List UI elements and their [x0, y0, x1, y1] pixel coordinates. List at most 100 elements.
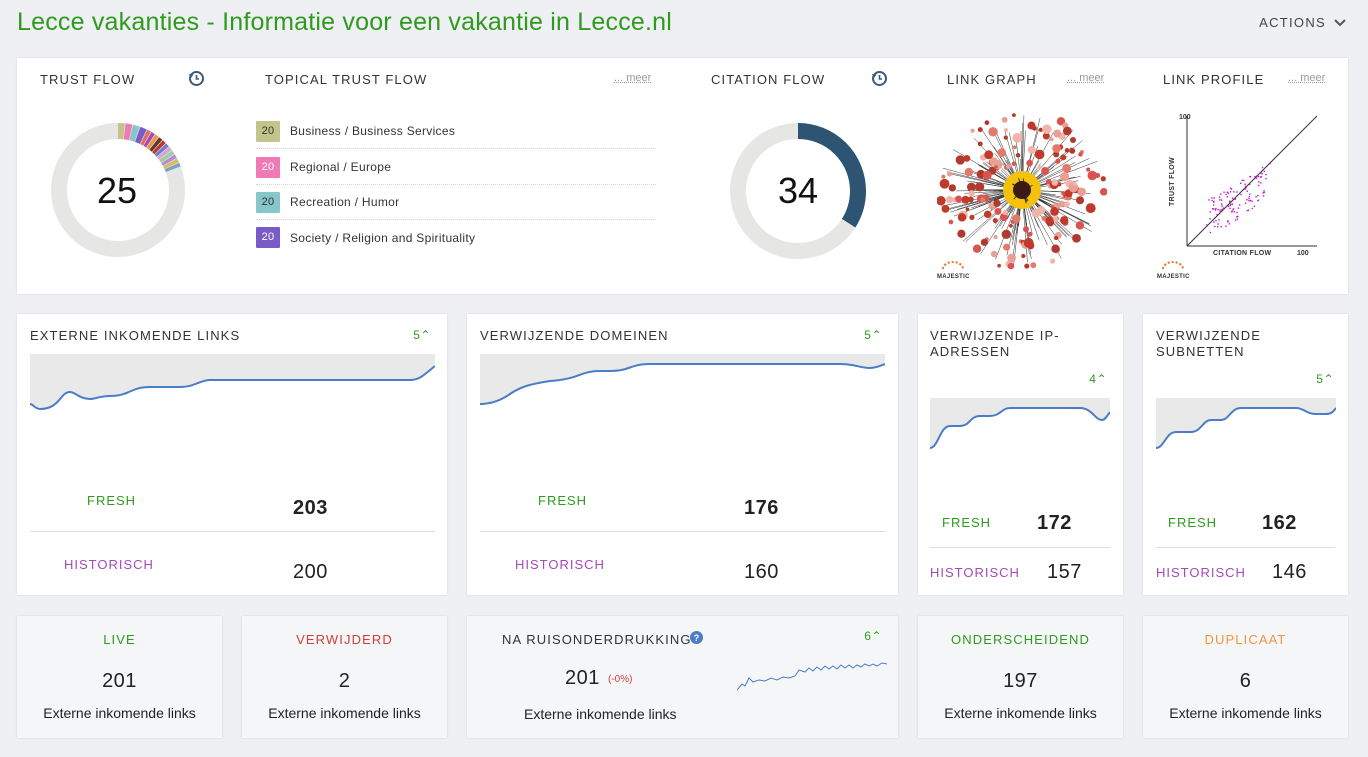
trend-indicator: 5⌃ [413, 328, 431, 342]
citation-flow-donut [730, 123, 866, 259]
trust-flow-slice [152, 140, 166, 155]
duplicate-value: 6 [1239, 670, 1252, 692]
topical-topic: Recreation / Humor [290, 195, 400, 209]
card-title-line-1: VERWIJZENDE [1156, 328, 1262, 343]
trend-sparkline [30, 354, 435, 411]
link-graph-meer-link[interactable]: ... meer [1067, 72, 1105, 84]
topical-topic: Business / Business Services [290, 124, 456, 138]
noise-value: 201 [565, 667, 600, 689]
fresh-label: FRESH [87, 493, 137, 508]
trust-flow-slice [149, 137, 163, 152]
majestic-brand: MAJESTIC [1157, 274, 1190, 280]
citation-flow-value: 34 [777, 170, 819, 211]
removed-value: 2 [338, 670, 351, 692]
fresh-value: 162 [1262, 512, 1297, 534]
chevron-down-icon [1334, 18, 1346, 26]
noise-sparkline [737, 662, 887, 691]
distinct-sub: Externe inkomende links [944, 705, 1097, 721]
actions-label: ACTIONS [1259, 15, 1326, 30]
topical-topic: Society / Religion and Spirituality [290, 230, 476, 245]
trend-indicator: 6⌃ [864, 629, 882, 643]
topical-row[interactable]: 20 Society / Religion and Spirituality [256, 220, 656, 255]
topical-row[interactable]: 20 Recreation / Humor [256, 185, 656, 220]
trust-flow-slice [143, 131, 155, 148]
removed-links-card: VERWIJDERD 2 Externe inkomende links [242, 616, 447, 738]
card-title: EXTERNE INKOMENDE LINKS [30, 328, 241, 343]
citation-flow-label: CITATION FLOW [711, 72, 826, 87]
link-profile-x-max: 100 [1297, 250, 1309, 257]
trust-flow-slice [134, 126, 147, 144]
historic-value: 200 [293, 561, 328, 583]
trust-flow-slice [140, 129, 151, 146]
live-sub: Externe inkomende links [43, 705, 196, 721]
trust-flow-slice [159, 150, 175, 163]
external-links-card: EXTERNE INKOMENDE LINKS 5⌃ FRESH 203 HIS… [17, 314, 447, 595]
distinct-label: ONDERSCHEIDEND [951, 632, 1090, 647]
noise-sub: Externe inkomende links [524, 706, 677, 722]
trend-indicator: 5⌃ [864, 328, 882, 342]
referring-subnets-card: VERWIJZENDE SUBNETTEN 5⌃ FRESH 162 HISTO… [1143, 314, 1348, 595]
topical-meer-link[interactable]: ... meer [614, 72, 652, 84]
divider [480, 531, 885, 532]
fresh-value: 176 [744, 497, 779, 519]
majestic-brand: MAJESTIC [937, 274, 970, 280]
noise-label: NA RUISONDERDRUKKING [502, 632, 692, 647]
trend-indicator: 5⌃ [1316, 372, 1334, 386]
removed-label: VERWIJDERD [296, 632, 393, 647]
trust-flow-label: TRUST FLOW [40, 72, 136, 87]
card-title-line-1: VERWIJZENDE IP- [930, 328, 1060, 343]
divider [1156, 547, 1335, 548]
noise-reduction-card: NA RUISONDERDRUKKING ? 6⌃ 201 (-0%) Exte… [467, 616, 898, 738]
trend-indicator: 4⌃ [1089, 372, 1107, 386]
trend-sparkline [480, 354, 885, 405]
trust-flow-slice [154, 143, 169, 157]
trust-flow-slice [163, 158, 179, 169]
duplicate-sub: Externe inkomende links [1169, 705, 1322, 721]
divider [930, 547, 1110, 548]
trust-flow-slice [161, 154, 177, 166]
history-icon[interactable] [871, 70, 888, 87]
live-value: 201 [102, 670, 137, 692]
history-icon[interactable] [188, 70, 205, 87]
link-graph-label: LINK GRAPH [947, 72, 1037, 87]
trust-flow-donut [51, 123, 185, 257]
trend-sparkline [1156, 398, 1336, 449]
removed-sub: Externe inkomende links [268, 705, 421, 721]
historic-label: HISTORISCH [930, 565, 1020, 580]
citation-flow-arc [730, 123, 866, 259]
card-title-line-2: SUBNETTEN [1156, 344, 1245, 359]
topical-topic: Regional / Europe [290, 160, 392, 174]
fresh-label: FRESH [538, 493, 588, 508]
link-profile-x-label: CITATION FLOW [1213, 250, 1272, 257]
trust-flow-value: 25 [96, 170, 138, 211]
trend-sparkline [930, 398, 1110, 449]
distinct-value: 197 [1003, 670, 1038, 692]
actions-menu[interactable]: ACTIONS [1259, 15, 1346, 30]
historic-label: HISTORISCH [64, 557, 154, 572]
svg-text:?: ? [694, 633, 700, 643]
topical-row[interactable]: 20 Regional / Europe [256, 150, 656, 185]
topical-row[interactable]: 20 Business / Business Services [256, 114, 656, 149]
page-title: Lecce vakanties - Informatie voor een va… [17, 8, 673, 36]
link-profile-meer-link[interactable]: ... meer [1288, 72, 1326, 84]
fresh-value: 203 [293, 497, 328, 519]
topical-trust-flow-label: TOPICAL TRUST FLOW [265, 72, 428, 87]
help-icon[interactable]: ? [690, 631, 703, 644]
trust-flow-slice [157, 146, 172, 160]
distinct-links-card: ONDERSCHEIDEND 197 Externe inkomende lin… [918, 616, 1123, 738]
topical-score-badge: 20 [256, 120, 280, 142]
historic-value: 160 [744, 561, 779, 583]
referring-ips-card: VERWIJZENDE IP- ADRESSEN 4⌃ FRESH 172 HI… [918, 314, 1123, 595]
duplicate-label: DUPLICAAT [1204, 632, 1287, 647]
majestic-arc-icon [942, 261, 964, 270]
link-graph-image[interactable] [937, 110, 1107, 275]
majestic-logo: MAJESTIC [1157, 256, 1197, 280]
trust-flow-slice [164, 162, 181, 173]
fresh-label: FRESH [1168, 515, 1218, 530]
noise-delta: (-0%) [608, 674, 633, 685]
live-links-card: LIVE 201 Externe inkomende links [17, 616, 222, 738]
link-profile-scatter[interactable] [1167, 110, 1337, 260]
fresh-value: 172 [1037, 512, 1072, 534]
topical-score-badge: 20 [256, 156, 280, 178]
trust-flow-slice [146, 134, 159, 150]
